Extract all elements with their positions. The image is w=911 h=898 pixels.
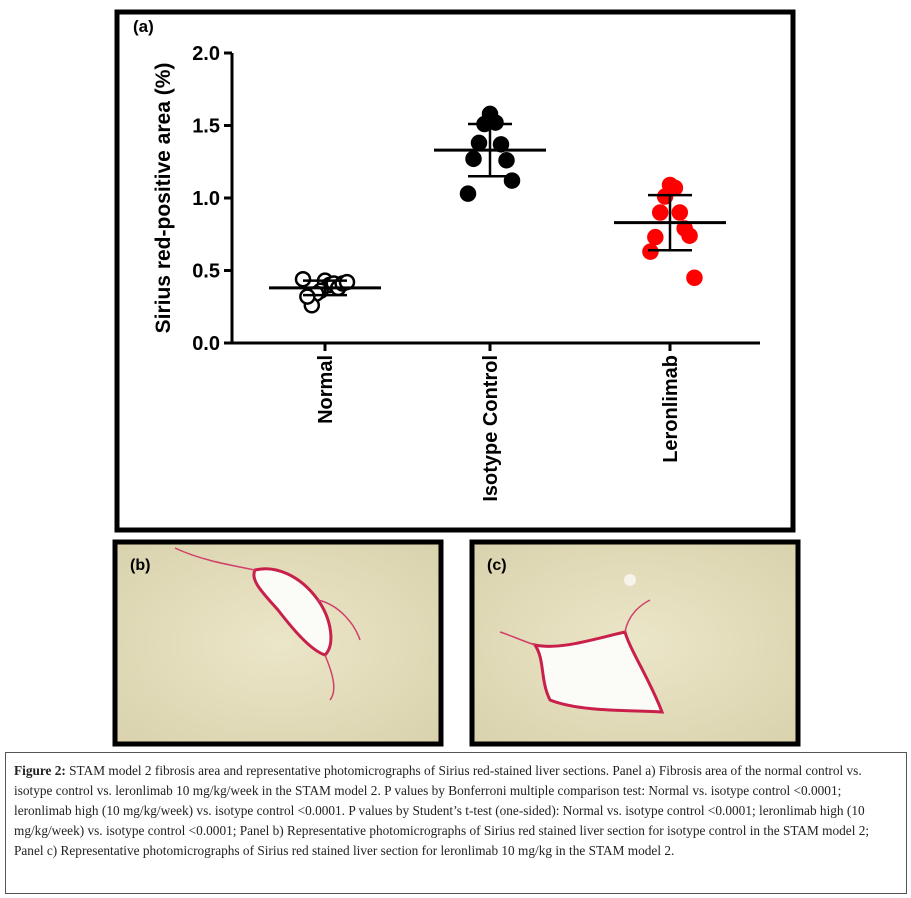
panel-c: (c) bbox=[469, 539, 801, 747]
panel-label: (b) bbox=[130, 557, 150, 574]
data-point bbox=[465, 150, 482, 168]
y-tick-label: 1.0 bbox=[192, 188, 220, 210]
x-tick-label: Isotype Control bbox=[480, 355, 502, 502]
panel-label: (c) bbox=[487, 557, 507, 574]
data-point bbox=[671, 204, 689, 221]
plot: 0.0 0.5 1.0 1.5 2.0 Sirius red-positive area … bbox=[152, 43, 760, 502]
x-tick-label: Leronlimab bbox=[660, 355, 682, 463]
panel-b: (b) bbox=[112, 539, 444, 747]
data-point bbox=[498, 152, 515, 169]
data-point bbox=[681, 227, 698, 244]
data-point bbox=[294, 270, 312, 288]
y-tick-label: 2.0 bbox=[192, 43, 220, 65]
y-tick-label: 1.5 bbox=[192, 116, 220, 138]
data-point bbox=[686, 269, 703, 286]
panel-label: (a) bbox=[133, 17, 154, 36]
y-tick-label: 0.0 bbox=[192, 333, 220, 355]
data-point bbox=[642, 243, 659, 260]
figure: (a) 0.0 0.5 1.0 1.5 2.0 Sirius red-positive a… bbox=[112, 9, 801, 747]
caption-label: Figure 2: bbox=[14, 763, 66, 778]
y-tick-label: 0.5 bbox=[192, 261, 220, 283]
data-point bbox=[459, 185, 477, 202]
caption-text: STAM model 2 fibrosis area and represent… bbox=[14, 763, 870, 858]
data-point bbox=[470, 134, 488, 152]
data-point bbox=[656, 188, 674, 205]
y-axis-label: Sirius red-positive area (%) bbox=[152, 63, 175, 334]
data-point bbox=[651, 204, 669, 221]
data-point bbox=[299, 288, 316, 305]
data-point bbox=[647, 228, 664, 246]
caption: Figure 2: STAM model 2 fibrosis area and… bbox=[5, 752, 907, 894]
x-tick-label: Normal bbox=[315, 355, 337, 424]
